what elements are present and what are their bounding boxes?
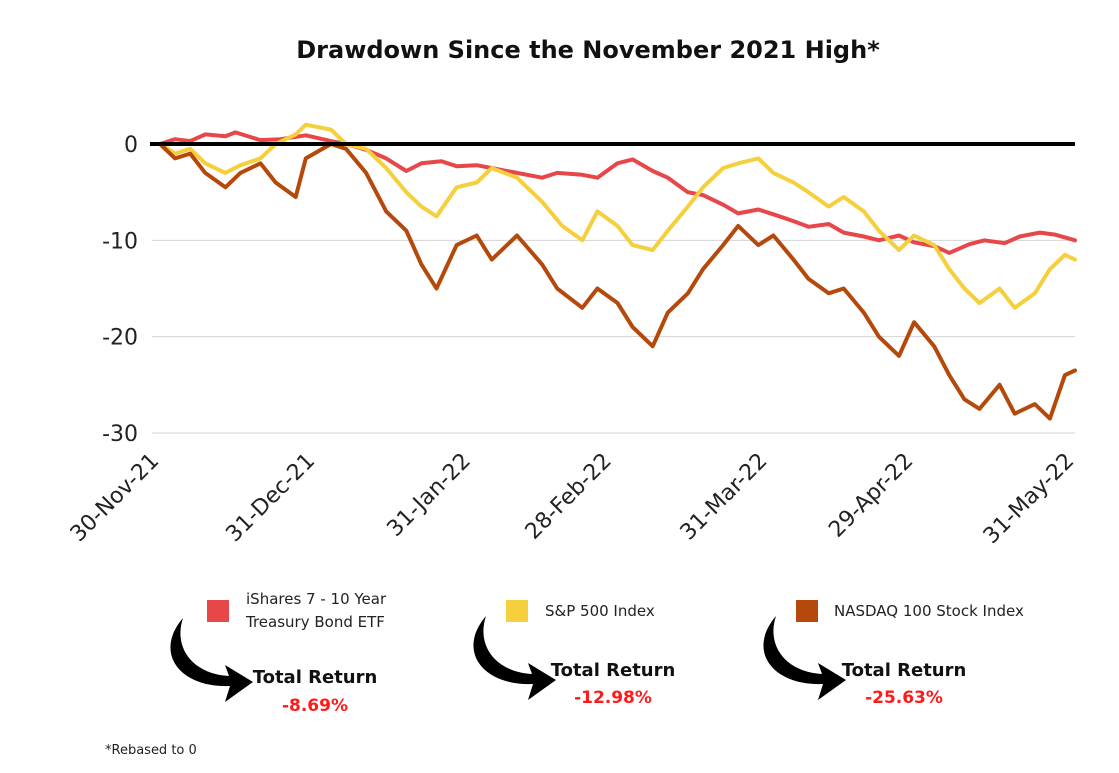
- total-return-label-1: Total Return: [253, 667, 378, 688]
- footnote: *Rebased to 0: [105, 743, 197, 758]
- x-tick-label: 31-Jan-22: [383, 449, 476, 542]
- grid-lines: [152, 239, 1075, 434]
- total-return-value-2: -12.98%: [574, 688, 652, 708]
- total-return-label-2: Total Return: [551, 660, 676, 681]
- curved-arrow-icon: [170, 618, 253, 702]
- x-tick-label: 29-Apr-22: [824, 449, 918, 543]
- x-tick-label: 31-Mar-22: [676, 449, 773, 546]
- series-line-2: [158, 122, 1077, 310]
- total-return-label-3: Total Return: [842, 660, 967, 681]
- total-return-value-3: -25.63%: [865, 688, 943, 708]
- y-tick-label: -10: [102, 229, 138, 254]
- series-line-1: [158, 130, 1077, 255]
- x-tick-label: 31-Dec-21: [221, 449, 320, 548]
- total-return-value-1: -8.69%: [282, 696, 348, 716]
- x-axis-ticks: 30-Nov-21 31-Dec-21 31-Jan-22 28-Feb-22 31-M…: [66, 449, 1079, 549]
- series-line-3: [158, 142, 1077, 421]
- legend-swatch-2: [506, 600, 528, 622]
- x-tick-label: 28-Feb-22: [521, 449, 617, 545]
- chart-title: Drawdown Since the November 2021 High*: [296, 36, 880, 64]
- x-tick-label: 30-Nov-21: [66, 449, 164, 547]
- x-tick-label: 31-May-22: [979, 449, 1079, 549]
- legend-label-3: NASDAQ 100 Stock Index: [834, 602, 1024, 620]
- curved-arrow-icon: [763, 616, 846, 700]
- legend-label-2: S&P 500 Index: [545, 602, 655, 620]
- curved-arrow-icon: [473, 616, 556, 700]
- y-tick-label: 0: [124, 133, 138, 158]
- legend: iShares 7 - 10 Year Treasury Bond ETF Tota…: [170, 590, 1024, 716]
- y-axis-ticks: 0 -10 -20 -30: [102, 133, 138, 447]
- legend-swatch-3: [796, 600, 818, 622]
- legend-label-1: iShares 7 - 10 Year Treasury Bond ETF: [245, 590, 387, 631]
- series-lines: [158, 122, 1077, 421]
- y-tick-label: -20: [102, 326, 138, 351]
- y-tick-label: -30: [102, 422, 138, 447]
- legend-swatch-1: [207, 600, 229, 622]
